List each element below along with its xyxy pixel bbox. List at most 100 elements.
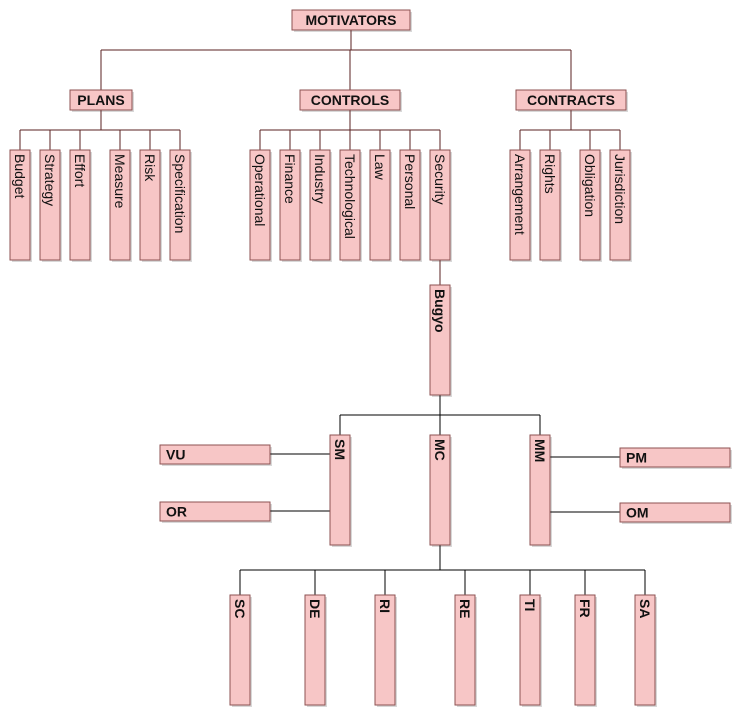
leaf-personal-box (399, 149, 421, 261)
leaf-law-label: Law (372, 154, 388, 181)
leaf-jurisdiction-box (609, 149, 631, 261)
category-contracts-box (515, 89, 627, 111)
leaf-budget-box (9, 149, 31, 261)
node-sa-label: SA (637, 599, 653, 618)
leaf-rights[interactable]: Rights (539, 149, 561, 261)
leaf-effort[interactable]: Effort (69, 149, 91, 261)
node-pm-box (619, 447, 731, 468)
node-fr[interactable]: FR (574, 594, 596, 706)
leaf-strategy-box (39, 149, 61, 261)
leaf-finance-box (279, 149, 301, 261)
node-om-label: OM (626, 505, 649, 521)
category-contracts-label: CONTRACTS (527, 92, 615, 108)
leaf-arrangement-box (509, 149, 531, 261)
node-de[interactable]: DE (304, 594, 326, 706)
leaf-risk-box (139, 149, 161, 261)
category-controls-label: CONTROLS (311, 92, 390, 108)
leaf-finance[interactable]: Finance (279, 149, 301, 261)
leaf-jurisdiction-label: Jurisdiction (612, 154, 628, 224)
leaf-technological-label: Technological (342, 154, 358, 239)
node-mm[interactable]: MM (529, 434, 551, 546)
node-fr-label: FR (577, 599, 593, 618)
node-re-box (454, 594, 476, 706)
node-vu[interactable]: VU (159, 444, 271, 465)
leaf-strategy-label: Strategy (42, 154, 58, 206)
leaf-operational-label: Operational (252, 154, 268, 226)
node-mm-label: MM (532, 439, 548, 462)
node-ri-label: RI (377, 599, 393, 613)
node-mc-box (429, 434, 451, 546)
leaf-security[interactable]: Security (429, 149, 451, 261)
node-re[interactable]: RE (454, 594, 476, 706)
node-bugyo-box (429, 284, 451, 396)
leaf-arrangement[interactable]: Arrangement (509, 149, 531, 261)
leaf-law-box (369, 149, 391, 261)
node-ti[interactable]: TI (519, 594, 541, 706)
node-ti-box (519, 594, 541, 706)
node-sm[interactable]: SM (329, 434, 351, 546)
leaf-law[interactable]: Law (369, 149, 391, 261)
node-sc[interactable]: SC (229, 594, 251, 706)
node-fr-box (574, 594, 596, 706)
leaf-obligation[interactable]: Obligation (579, 149, 601, 261)
category-contracts[interactable]: CONTRACTS (515, 89, 627, 111)
shadows-layer (12, 12, 732, 707)
leaf-specification[interactable]: Specification (169, 149, 191, 261)
leaf-rights-box (539, 149, 561, 261)
leaf-risk-label: Risk (142, 154, 158, 182)
leaf-budget[interactable]: Budget (9, 149, 31, 261)
node-de-label: DE (307, 599, 323, 618)
connectors-layer (19, 30, 646, 595)
node-re-label: RE (457, 599, 473, 618)
leaf-personal[interactable]: Personal (399, 149, 421, 261)
node-sa[interactable]: SA (634, 594, 656, 706)
leaf-operational-box (249, 149, 271, 261)
category-controls-box (299, 89, 401, 111)
leaf-industry-box (309, 149, 331, 261)
root-node-motivators-label: MOTIVATORS (306, 12, 397, 28)
node-om[interactable]: OM (619, 502, 731, 523)
leaf-arrangement-label: Arrangement (512, 154, 528, 235)
leaf-security-label: Security (432, 154, 448, 205)
leaf-obligation-box (579, 149, 601, 261)
leaf-jurisdiction[interactable]: Jurisdiction (609, 149, 631, 261)
node-bugyo[interactable]: Bugyo (429, 284, 451, 396)
node-mm-box (529, 434, 551, 546)
leaf-budget-label: Budget (12, 154, 28, 198)
leaf-risk[interactable]: Risk (139, 149, 161, 261)
category-controls[interactable]: CONTROLS (299, 89, 401, 111)
leaf-specification-box (169, 149, 191, 261)
root-node-motivators-box (291, 9, 411, 31)
leaf-personal-label: Personal (402, 154, 418, 209)
leaf-rights-label: Rights (542, 154, 558, 194)
node-vu-label: VU (166, 447, 185, 463)
category-plans[interactable]: PLANS (69, 89, 133, 111)
leaf-obligation-label: Obligation (582, 154, 598, 217)
node-pm[interactable]: PM (619, 447, 731, 468)
leaf-industry-label: Industry (312, 154, 328, 204)
leaf-measure-box (109, 149, 131, 261)
leaf-technological[interactable]: Technological (339, 149, 361, 261)
root-node-motivators[interactable]: MOTIVATORS (291, 9, 411, 31)
leaf-operational[interactable]: Operational (249, 149, 271, 261)
leaf-industry[interactable]: Industry (309, 149, 331, 261)
node-sm-box (329, 434, 351, 546)
node-pm-label: PM (626, 450, 647, 466)
node-ti-label: TI (522, 599, 538, 611)
node-sa-box (634, 594, 656, 706)
node-sc-box (229, 594, 251, 706)
node-ri[interactable]: RI (374, 594, 396, 706)
leaf-effort-box (69, 149, 91, 261)
node-or[interactable]: OR (159, 501, 271, 522)
node-mc[interactable]: MC (429, 434, 451, 546)
leaf-measure[interactable]: Measure (109, 149, 131, 261)
nodes-layer: MOTIVATORS PLANS Budget Strategy Effort Measu… (9, 9, 731, 706)
leaf-security-box (429, 149, 451, 261)
node-mc-label: MC (432, 439, 448, 461)
leaf-measure-label: Measure (112, 154, 128, 209)
node-bugyo-label: Bugyo (432, 289, 448, 333)
leaf-specification-label: Specification (172, 154, 188, 233)
category-plans-box (69, 89, 133, 111)
leaf-strategy[interactable]: Strategy (39, 149, 61, 261)
